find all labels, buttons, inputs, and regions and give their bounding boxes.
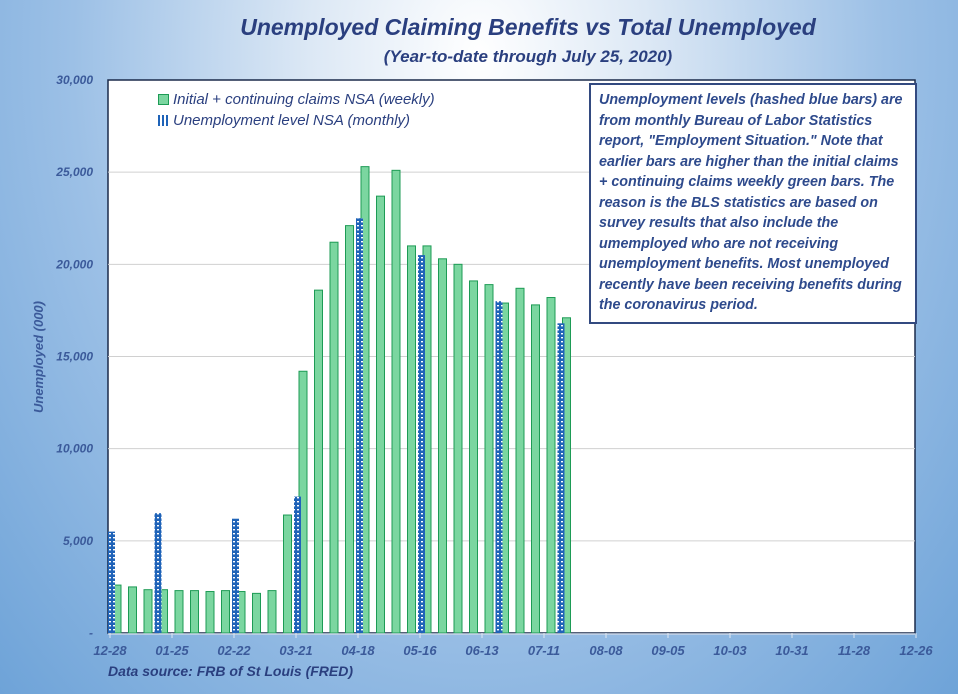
y-tick-label: 30,000 (56, 73, 93, 87)
claims-bar (345, 225, 354, 634)
legend: Initial + continuing claims NSA (weekly)… (158, 89, 435, 131)
claims-bar (329, 241, 339, 634)
unemployment-bar (232, 518, 239, 633)
y-tick-label: 25,000 (55, 165, 93, 179)
y-tick-label: - (89, 626, 93, 640)
claims-bar (438, 258, 447, 634)
x-tick-label: 12-28 (93, 643, 127, 658)
claims-bar (484, 284, 494, 634)
x-tick-label: 03-21 (279, 643, 312, 658)
claims-bar (283, 514, 292, 634)
y-tick-label: 15,000 (56, 350, 93, 364)
x-axis-ticks: 12-28 01-25 02-22 03-21 04-18 05-16 06-13 07-11… (93, 633, 933, 658)
unemployment-bar (356, 218, 363, 633)
y-axis-label: Unemployed (000) (31, 301, 46, 413)
x-tick-label: 05-16 (403, 643, 437, 658)
claims-bar (453, 263, 463, 634)
unemployment-bar (557, 323, 565, 633)
legend-item-claims: Initial + continuing claims NSA (weekly) (158, 89, 435, 110)
claims-bar (205, 591, 215, 634)
hatched-blue-swatch-icon (158, 115, 169, 126)
claims-bar (221, 590, 230, 634)
legend-item-unemployment: Unemployment level NSA (monthly) (158, 110, 435, 131)
x-tick-label: 07-11 (528, 643, 560, 658)
annotation-note: Unemployment levels (hashed blue bars) a… (589, 83, 917, 324)
unemployment-bar (495, 301, 503, 633)
green-swatch-icon (158, 94, 169, 105)
legend-label: Unemployment level NSA (monthly) (173, 112, 411, 129)
x-tick-label: 02-22 (217, 643, 251, 658)
claims-bar (391, 169, 401, 634)
claims-bar (546, 297, 556, 634)
y-axis-ticks: - 5,000 10,000 15,000 20,000 25,000 30,000 (55, 73, 93, 640)
claims-bar (531, 304, 540, 634)
data-source: Data source: FRB of St Louis (FRED) (108, 663, 354, 679)
x-tick-label: 09-05 (651, 643, 685, 658)
x-tick-label: 06-13 (465, 643, 499, 658)
y-tick-label: 20,000 (55, 257, 93, 271)
unemployment-bar (294, 496, 301, 633)
x-tick-label: 01-25 (155, 643, 189, 658)
claims-bar (252, 592, 261, 634)
claims-bar (190, 590, 199, 634)
claims-bar (515, 287, 525, 634)
claims-bar (174, 590, 184, 634)
y-tick-label: 5,000 (63, 534, 93, 548)
chart-subtitle: (Year-to-date through July 25, 2020) (383, 47, 673, 66)
x-tick-label: 08-08 (589, 643, 623, 658)
x-tick-label: 12-26 (899, 643, 933, 658)
chart-title: Unemployed Claiming Benefits vs Total Un… (240, 14, 816, 40)
claims-bar (376, 195, 385, 634)
legend-label: Initial + continuing claims NSA (weekly) (173, 91, 435, 108)
y-tick-label: 10,000 (56, 442, 93, 456)
unemployment-bar (108, 531, 115, 633)
bars (108, 166, 571, 634)
x-tick-label: 10-31 (775, 643, 808, 658)
claims-bar (128, 586, 137, 634)
claims-bar (143, 589, 153, 634)
claims-bar (314, 289, 323, 634)
unemployment-bar (154, 513, 162, 633)
unemployment-bar (418, 255, 425, 633)
x-tick-label: 11-28 (838, 643, 871, 658)
claims-bar (469, 280, 478, 634)
claims-bar (407, 245, 416, 634)
x-tick-label: 10-03 (713, 643, 747, 658)
x-tick-label: 04-18 (341, 643, 375, 658)
claims-bar (267, 590, 277, 634)
